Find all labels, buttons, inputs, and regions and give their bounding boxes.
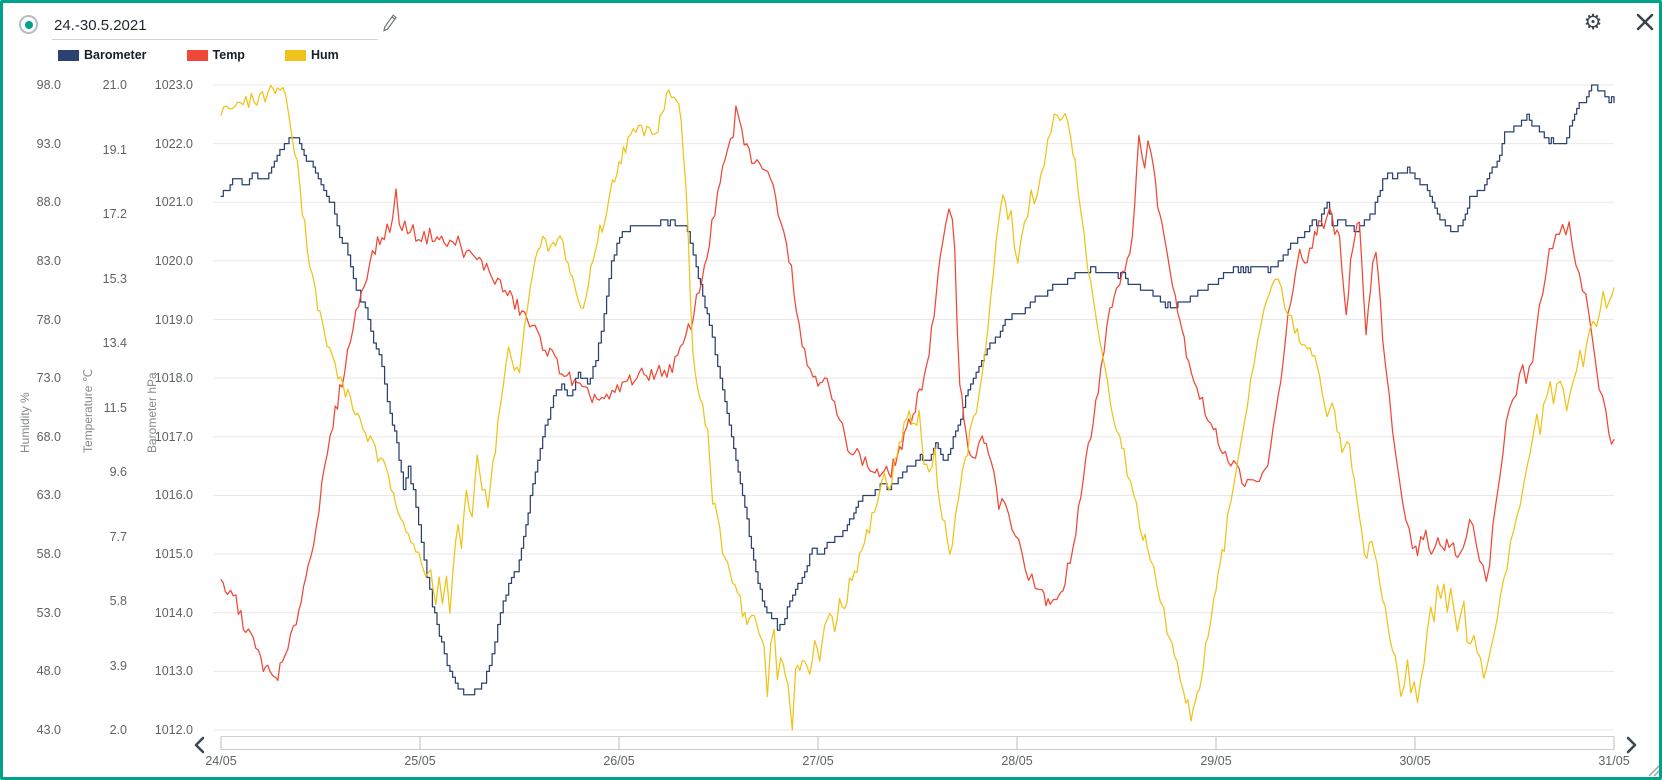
x-tick-label: 29/05	[1200, 754, 1232, 768]
baro-tick-label: 1020.0	[154, 253, 193, 268]
legend-swatch	[284, 49, 306, 61]
chart-canvas[interactable]	[3, 3, 1662, 780]
legend-item-temp[interactable]: Temp	[186, 48, 245, 62]
legend-swatch	[186, 49, 208, 61]
title-input[interactable]	[52, 11, 378, 40]
x-tick-label: 24/05	[205, 754, 237, 768]
baro-tick-label: 1013.0	[154, 664, 193, 679]
hum-tick-label: 78.0	[36, 312, 61, 327]
legend-label: Temp	[212, 48, 245, 62]
baro-axis-title: Barometer hPa	[145, 371, 159, 453]
hum-tick-label: 63.0	[36, 488, 61, 503]
legend-item-barometer[interactable]: Barometer	[58, 48, 147, 62]
baro-tick-label: 1016.0	[154, 488, 193, 503]
temp-tick-label: 7.7	[109, 529, 127, 544]
temp-tick-label: 11.5	[103, 400, 127, 415]
hum-tick-label: 43.0	[36, 723, 61, 737]
resize-handle[interactable]	[1645, 761, 1661, 777]
hum-axis-title: Humidity %	[18, 391, 32, 453]
hum-tick-label: 98.0	[36, 78, 61, 92]
temp-tick-label: 9.6	[109, 465, 127, 479]
hum-tick-label: 68.0	[36, 429, 61, 444]
baro-tick-label: 1019.0	[154, 312, 193, 327]
legend: Barometer Temp Hum	[58, 47, 339, 63]
x-tick-label: 31/05	[1598, 754, 1630, 768]
legend-item-hum[interactable]: Hum	[284, 48, 339, 62]
x-tick-label: 26/05	[603, 754, 635, 768]
hum-tick-label: 48.0	[36, 664, 61, 679]
series-barometer	[220, 84, 1615, 696]
temp-tick-label: 19.1	[102, 142, 127, 157]
baro-tick-label: 1021.0	[154, 195, 193, 210]
x-tick-label: 25/05	[404, 754, 436, 768]
x-tick-label: 30/05	[1399, 754, 1431, 768]
edit-pencil-icon[interactable]	[381, 13, 399, 33]
close-icon[interactable]	[1633, 10, 1657, 34]
series-temp	[220, 105, 1615, 682]
scroll-left-chevron-icon[interactable]	[192, 735, 208, 755]
baro-tick-label: 1015.0	[154, 547, 193, 562]
series-hum	[220, 84, 1615, 731]
temp-axis-title: Temperature ℃	[81, 368, 95, 453]
temp-tick-label: 17.2	[102, 207, 127, 221]
baro-tick-label: 1014.0	[154, 605, 193, 620]
hum-tick-label: 73.0	[36, 371, 61, 386]
baro-tick-label: 1018.0	[154, 371, 193, 386]
hum-tick-label: 88.0	[36, 195, 61, 210]
hum-tick-label: 93.0	[36, 136, 61, 151]
temp-tick-label: 3.9	[109, 658, 127, 673]
temp-tick-label: 21.0	[102, 78, 127, 92]
chart-area[interactable]: 98.0 93.0 88.0 83.0 78.0 73.0 68.0 63.0 58.0 53.0…	[3, 3, 1662, 780]
temp-tick-label: 2.0	[109, 723, 127, 737]
legend-label: Barometer	[84, 48, 147, 62]
x-tick-label: 27/05	[802, 754, 834, 768]
legend-label: Hum	[310, 48, 339, 62]
baro-tick-label: 1012.0	[154, 723, 193, 737]
scroll-right-chevron-icon[interactable]	[1623, 735, 1639, 755]
hum-tick-label: 83.0	[36, 253, 61, 268]
baro-tick-label: 1017.0	[154, 429, 193, 444]
radio-button[interactable]	[19, 15, 38, 34]
temp-tick-label: 13.4	[102, 336, 127, 350]
gear-icon[interactable]: ⚙	[1583, 11, 1603, 34]
hum-tick-label: 58.0	[36, 547, 61, 562]
temp-tick-label: 5.8	[109, 594, 127, 608]
baro-tick-label: 1023.0	[154, 78, 193, 92]
temp-tick-label: 15.3	[102, 271, 127, 286]
legend-swatch	[58, 49, 79, 61]
baro-tick-label: 1022.0	[154, 136, 193, 151]
x-tick-label: 28/05	[1001, 754, 1033, 768]
radio-dot	[24, 20, 33, 29]
hum-tick-label: 53.0	[36, 605, 61, 620]
